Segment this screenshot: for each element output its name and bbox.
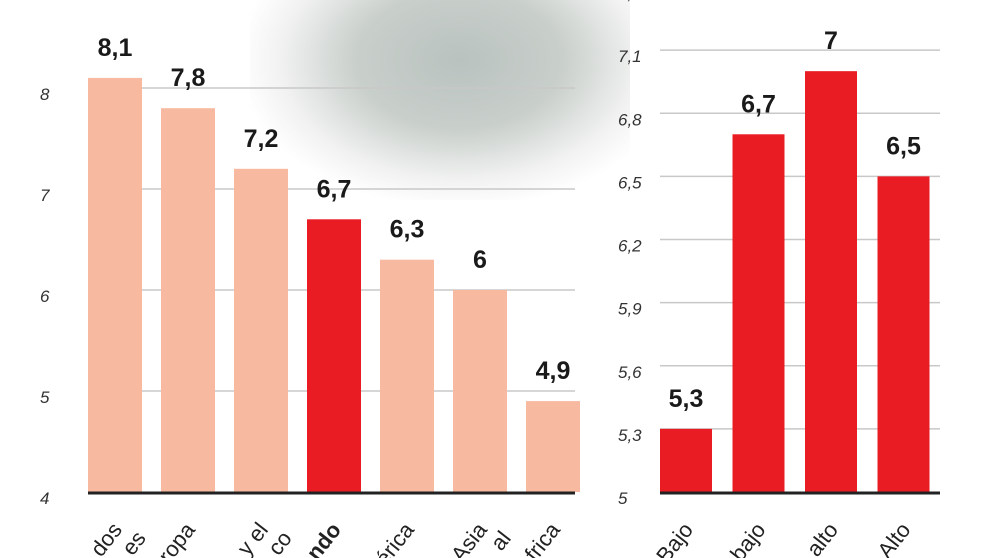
x-tick-label-line: Alto: [872, 518, 915, 558]
x-tick-label-line: bajo: [725, 518, 770, 558]
bar: [234, 168, 288, 493]
data-label: 4,9: [536, 357, 571, 385]
x-tick-label: frica: [520, 517, 566, 558]
data-label: 6: [473, 246, 487, 274]
bar: [453, 290, 507, 492]
y-tick-label: 7: [40, 186, 50, 205]
data-label: 6,3: [390, 216, 425, 244]
y-tick-label: 7,1: [618, 47, 642, 66]
x-tick-label-line: érica: [370, 517, 420, 558]
bar: [660, 428, 712, 492]
data-label: 6,7: [317, 175, 352, 203]
x-tick-label-line: al: [486, 526, 516, 555]
x-tick-label: ndo: [301, 518, 346, 558]
data-label: 6,7: [741, 90, 776, 118]
x-tick-label-line: uropa: [146, 517, 201, 558]
y-tick-label: 5,3: [618, 426, 642, 445]
data-label: 5,3: [669, 385, 704, 413]
y-tick-label: 6: [40, 287, 50, 306]
x-tick-label: alto: [801, 518, 843, 558]
bar: [805, 71, 857, 493]
data-label: 7: [824, 27, 838, 55]
y-tick-label: 5: [40, 388, 50, 407]
data-label: 7,8: [171, 64, 206, 92]
bar: [161, 108, 215, 492]
bar: [732, 134, 785, 492]
y-tick-label: 4: [40, 489, 49, 508]
y-tick-label: 7,4: [618, 0, 642, 3]
y-tick-label: 6,8: [618, 110, 642, 129]
x-tick-label: y elco: [232, 511, 297, 558]
data-label: 7,2: [244, 125, 279, 153]
bar: [88, 77, 142, 493]
y-tick-label: 6,2: [618, 237, 642, 256]
x-tick-label: Asiaal: [446, 511, 516, 558]
x-tick-label: uropa: [146, 517, 201, 558]
y-tick-label: 8: [40, 85, 50, 104]
y-tick-label: 5: [618, 489, 628, 508]
x-tick-label: doses: [85, 511, 150, 558]
bar: [307, 219, 361, 493]
x-tick-label-line: alto: [801, 518, 843, 558]
y-tick-label: 5,9: [618, 300, 642, 319]
office-photo-background: [250, 0, 630, 200]
bar: [877, 176, 930, 492]
data-label: 6,5: [886, 132, 921, 160]
x-tick-label-line: frica: [520, 517, 566, 558]
x-tick-label-line: Bajo: [651, 518, 698, 558]
bar: [526, 401, 580, 492]
x-tick-label-line: Asia: [446, 517, 493, 558]
x-tick-label-line: ndo: [301, 518, 346, 558]
bar: [380, 259, 434, 492]
data-label: 8,1: [98, 34, 133, 62]
x-tick-label: Alto: [872, 518, 915, 558]
y-tick-label: 9: [40, 0, 50, 3]
x-tick-label: bajo: [725, 518, 770, 558]
x-tick-label: érica: [370, 517, 420, 558]
x-tick-label: Bajo: [651, 518, 698, 558]
y-tick-label: 6,5: [618, 173, 642, 192]
y-tick-label: 5,6: [618, 363, 642, 382]
